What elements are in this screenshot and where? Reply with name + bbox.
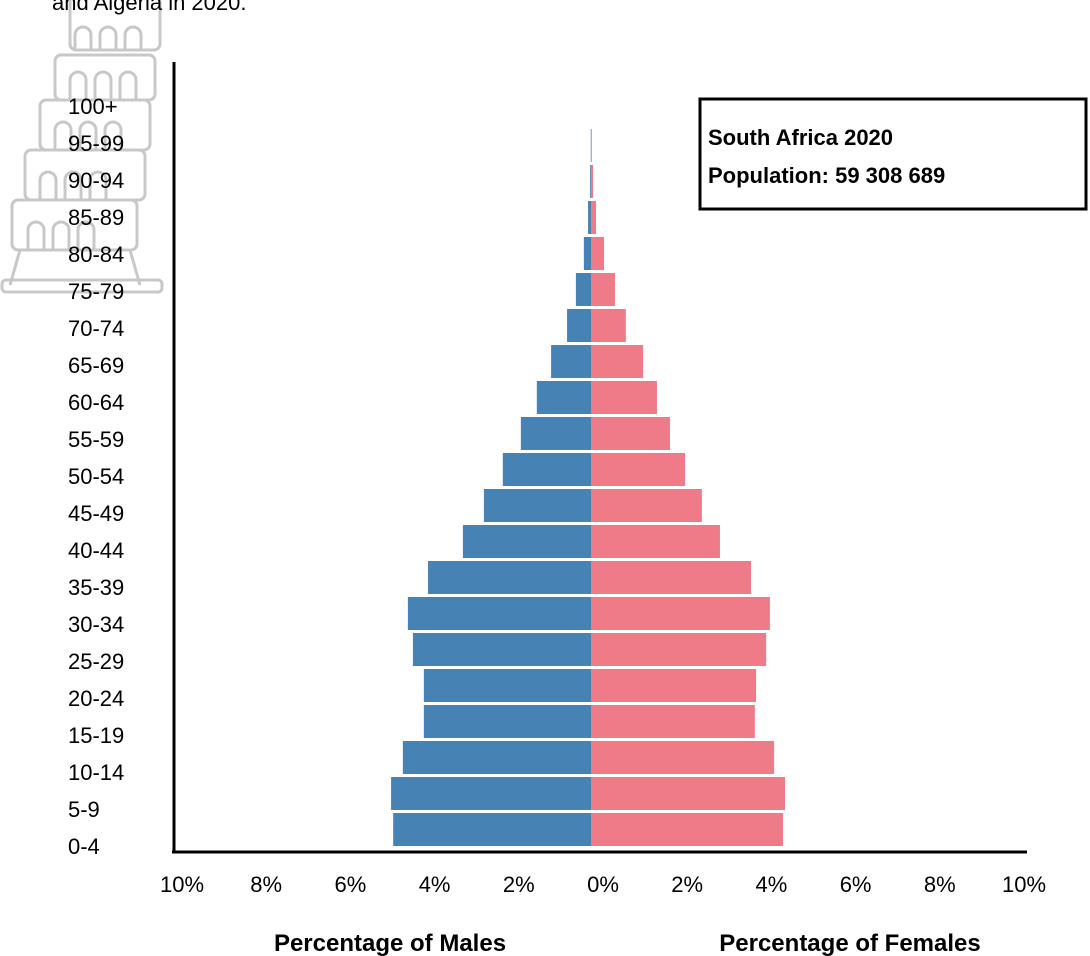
y-tick-label: 45-49 <box>68 501 124 526</box>
y-tick-label: 60-64 <box>68 390 124 415</box>
bar <box>391 777 591 810</box>
bar <box>591 273 615 306</box>
bar <box>591 381 657 414</box>
bar <box>403 741 591 774</box>
y-tick-label: 35-39 <box>68 575 124 600</box>
bar <box>591 345 643 378</box>
bar <box>588 201 591 234</box>
x-axis-title: Percentage of Females <box>719 930 980 956</box>
bar <box>537 381 591 414</box>
x-tick-label: 4% <box>419 872 451 897</box>
y-tick-label: 85-89 <box>68 205 124 230</box>
y-tick-label: 0-4 <box>68 834 100 859</box>
bar <box>591 813 783 846</box>
bar <box>591 525 720 558</box>
y-tick-label: 90-94 <box>68 168 124 193</box>
bar <box>584 237 591 270</box>
bar <box>591 597 770 630</box>
y-tick-label: 30-34 <box>68 612 124 637</box>
bar <box>521 417 591 450</box>
bar <box>591 633 766 666</box>
bar <box>503 453 591 486</box>
bar <box>424 705 591 738</box>
bar <box>424 669 591 702</box>
x-tick-label: 6% <box>840 872 872 897</box>
bar <box>408 597 591 630</box>
bar <box>551 345 591 378</box>
x-tick-label: 8% <box>924 872 956 897</box>
bar <box>393 813 591 846</box>
y-tick-label: 20-24 <box>68 686 124 711</box>
x-tick-label: 2% <box>671 872 703 897</box>
bar <box>576 273 591 306</box>
annotation-box <box>700 99 1086 209</box>
y-tick-label: 100+ <box>68 94 118 119</box>
bar <box>591 777 785 810</box>
annotation: Population: 59 308 689 <box>708 163 945 188</box>
bar <box>567 309 591 342</box>
bar <box>591 669 756 702</box>
x-tick-label: 6% <box>335 872 367 897</box>
y-tick-label: 5-9 <box>68 797 100 822</box>
bar <box>591 417 670 450</box>
y-tick-label: 15-19 <box>68 723 124 748</box>
heading: and Algeria in 2020. <box>52 0 247 15</box>
y-tick-label: 65-69 <box>68 353 124 378</box>
bar <box>591 201 596 234</box>
bar <box>484 489 591 522</box>
x-tick-label: 4% <box>756 872 788 897</box>
chart: and Algeria in 2020. South Africa 2020 P… <box>0 0 1090 956</box>
bar <box>591 561 751 594</box>
bar <box>413 633 591 666</box>
bar <box>591 309 626 342</box>
y-tick-label: 80-84 <box>68 242 124 267</box>
x-axis-title: Percentage of Males <box>274 930 506 956</box>
y-tick-label: 75-79 <box>68 279 124 304</box>
y-tick-label: 40-44 <box>68 538 124 563</box>
bar <box>591 741 774 774</box>
y-tick-label: 10-14 <box>68 760 124 785</box>
x-tick-label: 10% <box>1002 872 1046 897</box>
bar <box>591 453 685 486</box>
bar <box>428 561 591 594</box>
bar <box>591 489 702 522</box>
y-tick-label: 50-54 <box>68 464 124 489</box>
y-tick-label: 25-29 <box>68 649 124 674</box>
annotation: South Africa 2020 <box>708 125 893 150</box>
x-tick-label: 0% <box>587 872 619 897</box>
bar <box>591 129 592 162</box>
bar <box>591 705 755 738</box>
x-tick-label: 2% <box>503 872 535 897</box>
bar <box>591 237 604 270</box>
y-tick-label: 95-99 <box>68 131 124 156</box>
x-tick-label: 10% <box>160 872 204 897</box>
bar <box>463 525 591 558</box>
y-tick-label: 55-59 <box>68 427 124 452</box>
bar <box>591 165 593 198</box>
y-tick-label: 70-74 <box>68 316 124 341</box>
bar <box>590 165 591 198</box>
x-tick-label: 8% <box>250 872 282 897</box>
